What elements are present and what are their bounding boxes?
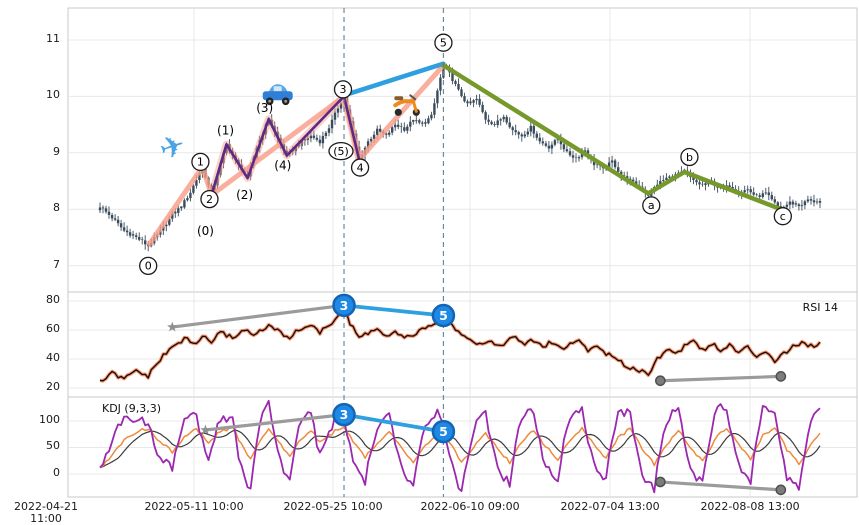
- svg-text:5: 5: [439, 424, 448, 439]
- y-axis-tick: 100: [39, 413, 60, 426]
- svg-text:b: b: [686, 151, 693, 164]
- wave-label-c[interactable]: c: [773, 207, 792, 226]
- svg-text:0: 0: [145, 260, 152, 273]
- wave-label-(4)[interactable]: (4): [274, 159, 291, 173]
- dot-marker: [775, 371, 787, 382]
- scooter-icon[interactable]: [393, 94, 420, 116]
- svg-text:(5): (5): [333, 145, 349, 158]
- star-marker: [200, 424, 211, 435]
- wave-label-4[interactable]: 4: [350, 158, 370, 177]
- y-axis-tick: 9: [53, 145, 60, 158]
- kdj-k-line: [99, 425, 821, 469]
- kdj-3-5-connector: [342, 412, 446, 434]
- kdj-marker-3[interactable]: 3: [332, 402, 356, 427]
- svg-text:a: a: [648, 199, 655, 212]
- trendline-3-5: [341, 61, 446, 98]
- y-axis-tick: 60: [46, 322, 60, 335]
- kdj-panel-label: KDJ (9,3,3): [102, 402, 161, 415]
- svg-text:5: 5: [439, 308, 448, 323]
- y-axis-tick: 40: [46, 351, 60, 364]
- svg-text:(1): (1): [217, 123, 234, 137]
- wave-label-3[interactable]: 3: [333, 80, 353, 99]
- y-axis-tick: 10: [46, 88, 60, 101]
- y-axis-tick: 11: [46, 32, 60, 45]
- x-axis-tick: 2022-08-08 13:00: [700, 500, 800, 513]
- y-axis-tick: 0: [53, 466, 60, 479]
- wave-label-1[interactable]: 1: [191, 152, 210, 172]
- rsi-line: [99, 304, 821, 382]
- kdj-trendline[interactable]: [654, 476, 787, 496]
- abc-correction-line: [441, 63, 784, 212]
- wave-label-a[interactable]: a: [642, 196, 661, 215]
- svg-text:c: c: [780, 210, 786, 223]
- rsi-trendline[interactable]: [167, 303, 346, 332]
- rsi-trendline[interactable]: [654, 371, 787, 387]
- y-axis-tick: 80: [46, 293, 60, 306]
- rsi-marker-5[interactable]: 5: [431, 303, 456, 328]
- kdj-j-line: [99, 399, 821, 494]
- y-axis-tick: 50: [46, 439, 60, 452]
- wave-label-(0)[interactable]: (0): [197, 224, 214, 238]
- wave-label-b[interactable]: b: [680, 147, 699, 167]
- wave-label-(5)[interactable]: (5): [328, 141, 354, 161]
- svg-text:(2): (2): [236, 188, 253, 202]
- wave-label-0[interactable]: 0: [139, 256, 158, 276]
- impulse-wave-line: [146, 63, 446, 248]
- wave-label-(1)[interactable]: (1): [217, 123, 234, 137]
- star-marker: [167, 321, 178, 332]
- rsi-marker-3[interactable]: 3: [332, 293, 356, 318]
- svg-text:1: 1: [197, 156, 204, 169]
- dot-marker: [654, 375, 666, 387]
- dot-marker: [775, 484, 787, 496]
- wave-label-5[interactable]: 5: [434, 33, 453, 52]
- svg-text:(4): (4): [274, 159, 291, 173]
- wave-label-(3)[interactable]: (3): [256, 101, 273, 115]
- x-axis-tick: 2022-06-10 09:00: [420, 500, 520, 513]
- svg-text:4: 4: [357, 161, 364, 174]
- svg-text:3: 3: [340, 407, 349, 422]
- wave-label-(2)[interactable]: (2): [236, 188, 253, 202]
- price-panel: [67, 7, 858, 293]
- y-axis-tick: 7: [53, 258, 60, 271]
- kdj-d-line: [99, 429, 821, 469]
- svg-text:3: 3: [340, 298, 349, 313]
- y-axis-tick: 8: [53, 201, 60, 214]
- svg-text:2: 2: [206, 193, 213, 206]
- kdj-trendline[interactable]: [200, 413, 346, 435]
- svg-text:(3): (3): [256, 101, 273, 115]
- dot-marker: [654, 476, 666, 488]
- svg-text:5: 5: [440, 36, 447, 49]
- x-axis-tick: 2022-07-04 13:00: [560, 500, 660, 513]
- rsi-panel-label: RSI 14: [802, 301, 838, 314]
- rsi-3-5-connector: [342, 303, 446, 318]
- kdj-marker-5[interactable]: 5: [431, 419, 456, 444]
- wave-label-2[interactable]: 2: [200, 189, 219, 209]
- x-axis-tick: 2022-05-25 10:00: [283, 500, 383, 513]
- car-icon[interactable]: [262, 84, 293, 106]
- x-axis-tick: 2022-04-21 11:00: [14, 500, 78, 525]
- svg-text:3: 3: [340, 83, 347, 96]
- svg-text:(0): (0): [197, 224, 214, 238]
- x-axis-tick: 2022-05-11 10:00: [144, 500, 244, 513]
- y-axis-tick: 20: [46, 380, 60, 393]
